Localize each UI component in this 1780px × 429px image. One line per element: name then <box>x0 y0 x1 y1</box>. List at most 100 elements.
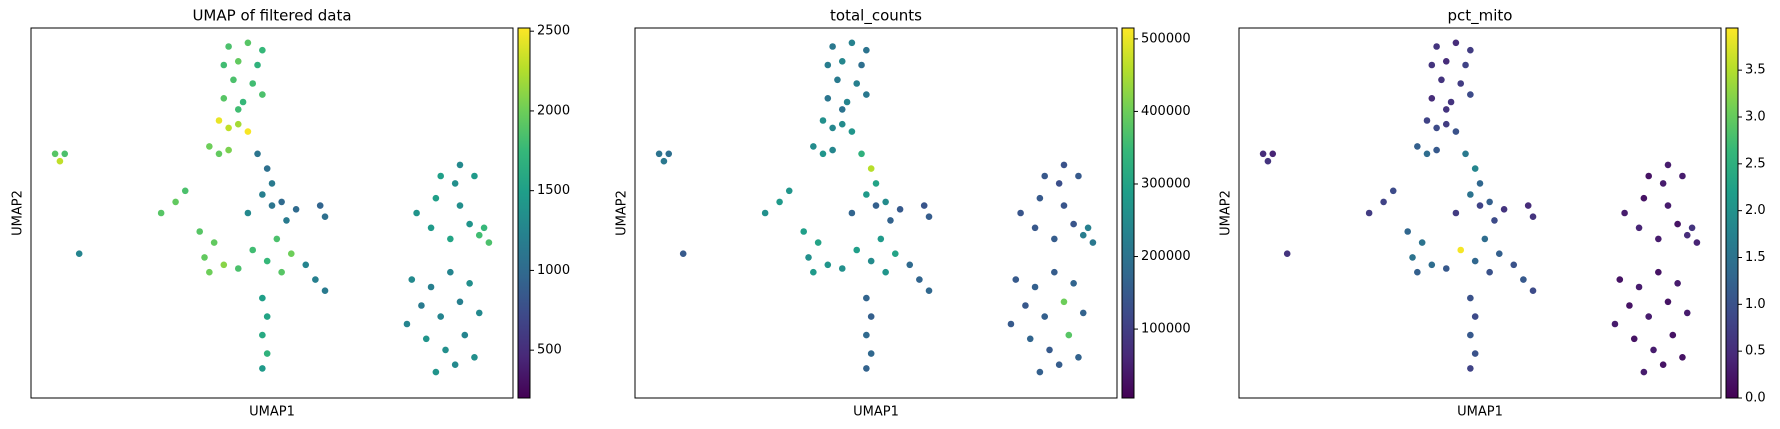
cell-point <box>461 331 469 339</box>
cell-point <box>466 280 473 287</box>
cell-point <box>906 261 914 269</box>
cell-point <box>1012 276 1020 283</box>
cell-point <box>1640 194 1648 202</box>
cell-point <box>1476 202 1484 209</box>
cell-point <box>896 206 904 213</box>
cell-point <box>882 268 889 276</box>
cell-point <box>785 187 793 195</box>
cell-point <box>1467 331 1474 339</box>
cell-point <box>1664 161 1672 169</box>
cell-point <box>466 220 473 228</box>
cell-point <box>485 239 493 246</box>
cell-point <box>456 161 464 169</box>
cell-point <box>259 331 266 339</box>
cell-point <box>220 261 228 269</box>
cell-point <box>925 287 933 295</box>
cell-point <box>1664 202 1672 209</box>
cell-point <box>471 172 478 180</box>
colorbar-tick-label: 1000 <box>537 263 570 278</box>
cell-point <box>848 128 856 135</box>
cell-point <box>220 61 228 69</box>
cell-point <box>863 365 870 372</box>
cell-point <box>201 254 208 261</box>
cell-point <box>283 217 290 224</box>
cell-point <box>867 313 875 320</box>
cell-point <box>1070 280 1077 287</box>
colorbar-tick-label: 3.0 <box>1745 109 1766 124</box>
cell-point <box>1471 313 1479 320</box>
cell-point <box>278 198 285 206</box>
colorbar-tick-label: 2000 <box>537 103 570 118</box>
cell-point <box>1500 206 1508 213</box>
colorbar-tick-label: 200000 <box>1141 249 1191 264</box>
cell-point <box>254 150 261 158</box>
cell-point <box>887 217 894 224</box>
cell-point <box>234 106 242 113</box>
cell-point <box>1428 95 1436 102</box>
cell-point <box>475 231 483 239</box>
cell-point <box>249 246 257 254</box>
cell-point <box>829 146 836 154</box>
cell-point <box>263 165 271 172</box>
x-axis-label: UMAP1 <box>249 405 295 420</box>
cell-point <box>225 124 232 132</box>
cell-point <box>432 368 440 376</box>
cell-point <box>61 150 69 158</box>
cell-point <box>225 43 232 50</box>
cell-point <box>838 265 846 272</box>
cell-point <box>1041 313 1048 320</box>
cell-point <box>259 46 266 54</box>
cell-point <box>1423 150 1431 158</box>
cell-point <box>239 98 247 106</box>
colorbar-tick-label: 2500 <box>537 24 570 39</box>
cell-point <box>867 257 875 265</box>
cell-point <box>244 209 252 217</box>
cell-point <box>1075 354 1082 361</box>
cell-point <box>451 361 459 369</box>
cell-point <box>853 246 861 254</box>
cell-point <box>1669 331 1677 339</box>
cell-point <box>1630 335 1638 343</box>
cell-point <box>867 165 875 172</box>
cell-point <box>1452 39 1460 47</box>
cell-point <box>1674 220 1681 228</box>
cell-point <box>916 276 923 283</box>
cell-point <box>1442 265 1450 272</box>
cell-point <box>1659 180 1667 187</box>
cell-point <box>263 313 271 320</box>
cell-point <box>1051 268 1058 276</box>
axes-frame <box>1238 27 1722 399</box>
cell-point <box>206 268 213 276</box>
cell-point <box>891 250 899 257</box>
cell-point <box>1529 213 1537 220</box>
x-axis-label: UMAP1 <box>853 405 899 420</box>
cell-point <box>1079 309 1087 317</box>
cell-point <box>1640 368 1648 376</box>
cell-point <box>1036 194 1044 202</box>
colorbar <box>1725 27 1739 399</box>
cell-point <box>679 250 687 257</box>
cell-point <box>413 209 420 217</box>
cell-point <box>1491 217 1498 224</box>
cell-point <box>1471 165 1479 172</box>
cell-point <box>230 76 237 84</box>
cell-point <box>451 180 459 187</box>
cell-point <box>1259 150 1267 158</box>
y-axis-label: UMAP2 <box>11 190 26 236</box>
cell-point <box>268 202 276 209</box>
cell-point <box>882 198 889 206</box>
cell-point <box>1655 235 1662 243</box>
cell-point <box>316 202 324 209</box>
cell-point <box>838 106 846 113</box>
cell-point <box>268 180 276 187</box>
cell-point <box>1674 280 1681 287</box>
cell-point <box>1442 120 1450 128</box>
cell-point <box>254 61 261 69</box>
cell-point <box>1462 150 1469 158</box>
cell-point <box>1438 76 1445 84</box>
cell-point <box>437 172 445 180</box>
cell-point <box>403 320 411 328</box>
cell-point <box>1418 239 1426 246</box>
cell-point <box>1046 346 1053 354</box>
axes-frame <box>30 27 514 399</box>
